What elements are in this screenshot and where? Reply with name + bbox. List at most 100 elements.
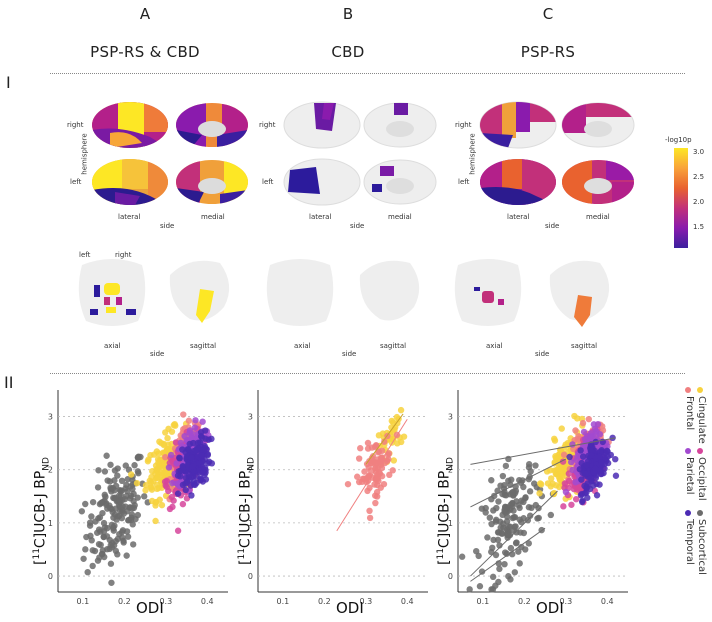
data-point-temporal — [174, 472, 182, 479]
brain-a-medial-left — [176, 160, 248, 204]
data-point-frontal — [162, 454, 169, 461]
data-point-occipital — [163, 483, 170, 491]
legend-parietal: Parietal — [684, 457, 695, 495]
data-point-subcortical — [87, 532, 94, 540]
data-point-frontal — [372, 499, 379, 507]
data-point-subcortical — [496, 565, 503, 573]
data-point-cingulate — [394, 440, 401, 447]
data-point-subcortical — [112, 505, 119, 512]
data-point-cingulate — [148, 484, 155, 491]
data-point-subcortical — [501, 549, 509, 556]
label-side-c: side — [545, 222, 560, 230]
data-point-subcortical — [117, 487, 124, 494]
colorbar-tick-2: 2.0 — [693, 198, 705, 206]
data-point-subcortical — [494, 536, 502, 544]
data-point-subcortical — [108, 579, 115, 586]
label-axial-c: axial — [486, 342, 503, 350]
data-point-temporal — [582, 470, 589, 478]
brain-a-lateral-left — [92, 159, 168, 205]
data-point-cingulate — [146, 477, 153, 485]
column-letter-c: C — [542, 5, 554, 23]
data-point-frontal — [380, 480, 388, 488]
data-point-frontal — [344, 480, 352, 488]
data-point-cingulate — [557, 470, 564, 477]
data-point-temporal — [609, 434, 616, 442]
data-point-occipital — [174, 527, 182, 534]
data-point-subcortical — [518, 543, 525, 551]
data-point-occipital — [179, 500, 187, 508]
data-point-frontal — [579, 419, 587, 427]
data-point-cingulate — [164, 434, 171, 442]
data-point-occipital — [172, 439, 180, 446]
data-point-temporal — [193, 473, 200, 480]
data-point-parietal — [593, 431, 600, 438]
data-point-subcortical — [502, 462, 510, 470]
data-point-subcortical — [84, 568, 91, 576]
data-point-temporal — [578, 490, 586, 498]
data-point-subcortical — [100, 519, 108, 527]
data-point-subcortical — [499, 511, 506, 519]
legend-frontal: Frontal — [684, 396, 695, 431]
x-tick-label: 0.2 — [318, 597, 331, 606]
separator-bottom — [50, 373, 685, 374]
data-point-temporal — [200, 447, 207, 454]
data-point-temporal — [593, 492, 601, 499]
label-side-a: side — [160, 222, 175, 230]
data-point-subcortical — [525, 540, 532, 547]
data-point-subcortical — [94, 484, 102, 491]
data-point-temporal — [566, 453, 573, 461]
data-point-occipital — [169, 503, 176, 511]
data-point-subcortical — [513, 539, 520, 546]
data-point-subcortical — [111, 477, 118, 484]
data-point-subcortical — [82, 546, 89, 553]
fit-line — [470, 437, 616, 465]
data-point-cingulate — [165, 441, 172, 449]
data-point-subcortical — [488, 477, 495, 484]
column-title-b: CBD — [331, 43, 365, 61]
data-point-subcortical — [120, 537, 127, 544]
y-tick-label: 2 — [48, 466, 53, 475]
data-point-subcortical — [473, 547, 480, 555]
data-point-subcortical — [509, 514, 516, 522]
data-point-subcortical — [101, 491, 108, 499]
data-point-subcortical — [95, 467, 102, 474]
data-point-frontal — [373, 493, 381, 500]
data-point-temporal — [208, 460, 216, 467]
y-tick-label: 3 — [248, 413, 253, 422]
data-point-subcortical — [525, 475, 532, 483]
data-point-subcortical — [113, 516, 120, 523]
data-point-frontal — [364, 439, 372, 447]
data-point-temporal — [174, 490, 182, 497]
data-point-subcortical — [466, 586, 473, 593]
data-point-cingulate — [393, 413, 401, 421]
data-point-subcortical — [91, 547, 99, 555]
data-point-subcortical — [109, 484, 117, 492]
subcortical-a-axial — [78, 259, 146, 326]
scatter-panel-c: 0 1 2 3 0.1 0.2 0.3 0.4 — [448, 390, 628, 606]
label-sagittal-a: sagittal — [190, 342, 217, 350]
legend-subcortical: Subcortical — [696, 519, 707, 575]
label-side-b: side — [350, 222, 365, 230]
data-point-subcortical — [507, 576, 514, 583]
subcortical-c-sagittal — [549, 260, 610, 327]
x-tick-label: 0.2 — [118, 597, 131, 606]
x-tick-label: 0.3 — [559, 597, 572, 606]
x-tick-label: 0.3 — [359, 597, 372, 606]
colorbar-tick-3: 3.0 — [693, 148, 705, 156]
data-point-subcortical — [123, 552, 130, 559]
brain-b-lateral-right — [283, 101, 361, 149]
data-point-subcortical — [511, 523, 518, 531]
x-tick-label: 0.4 — [601, 597, 614, 606]
data-point-subcortical — [129, 505, 136, 512]
data-point-subcortical — [141, 493, 148, 500]
data-point-subcortical — [525, 464, 533, 471]
data-point-temporal — [176, 454, 183, 461]
data-point-temporal — [577, 447, 584, 454]
data-point-frontal — [357, 445, 364, 452]
data-point-temporal — [185, 446, 192, 453]
label-medial-b: medial — [388, 213, 412, 221]
data-point-subcortical — [101, 468, 109, 475]
data-point-subcortical — [489, 544, 496, 552]
separator-top — [50, 73, 685, 74]
